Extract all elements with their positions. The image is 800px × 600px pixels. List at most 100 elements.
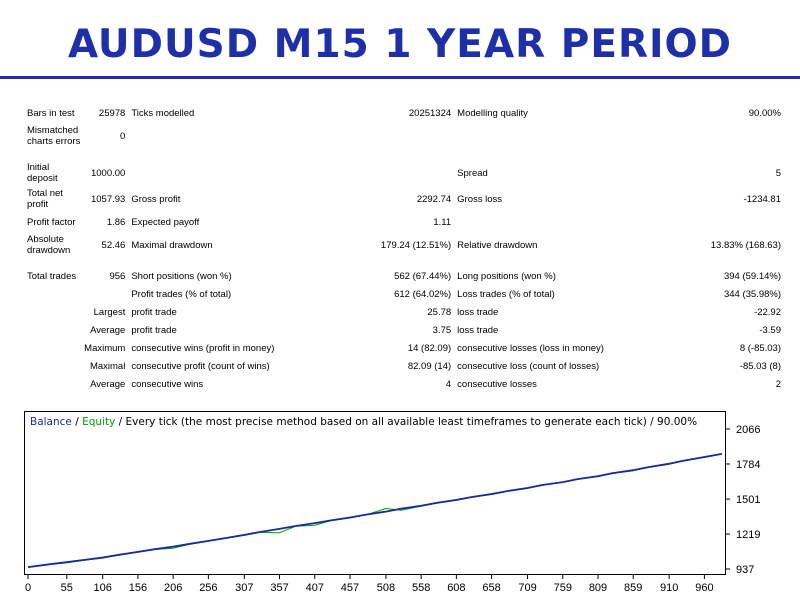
report-row: Mismatched charts errors 0 bbox=[24, 121, 784, 151]
largest-profit-value: 25.78 bbox=[427, 306, 452, 318]
series-line-balance bbox=[27, 453, 723, 568]
gross-profit-label: Gross profit bbox=[131, 193, 181, 205]
x-axis: 0 55 106 156 206 256 307 357 407 457 508 558 608 658 7… bbox=[25, 575, 714, 594]
max-cons-wins-value: 14 (82.09) bbox=[407, 342, 452, 354]
avg-cons-wins-value: 4 bbox=[445, 378, 452, 390]
average2-label: Average bbox=[90, 378, 126, 390]
report-table: Bars in test 25978 Ticks modelled 202513… bbox=[24, 105, 784, 393]
report-row: Average profit trade 3.75 loss trade -3.… bbox=[24, 321, 784, 339]
maximal-drawdown-label: Maximal drawdown bbox=[131, 239, 213, 251]
report-row: Initial deposit 1000.00 Spread 5 bbox=[24, 160, 784, 186]
y-tick-label: 2066 bbox=[736, 424, 760, 436]
bars-in-test-label: Bars in test bbox=[27, 107, 75, 119]
bars-in-test-value: 25978 bbox=[98, 107, 126, 119]
x-tick-label: 809 bbox=[589, 582, 607, 594]
absolute-drawdown-label: Absolute drawdown bbox=[27, 234, 71, 256]
modelling-quality-label: Modelling quality bbox=[457, 107, 528, 119]
ticks-modelled-label: Ticks modelled bbox=[131, 107, 195, 119]
y-axis: 2066 1784 1501 1219 937 bbox=[725, 424, 760, 576]
x-tick-label: 709 bbox=[518, 582, 536, 594]
loss-trades-value: 344 (35.98%) bbox=[723, 288, 781, 300]
profit-trades-label: Profit trades (% of total) bbox=[131, 288, 232, 300]
y-tick-label: 1501 bbox=[736, 494, 760, 506]
chart-legend: Balance / Equity / Every tick (the most … bbox=[30, 416, 697, 428]
largest-label: Largest bbox=[93, 306, 126, 318]
x-tick-label: 106 bbox=[94, 582, 112, 594]
x-tick-label: 759 bbox=[554, 582, 572, 594]
mismatched-label: Mismatched charts errors bbox=[27, 125, 81, 147]
balance-chart: Balance / Equity / Every tick (the most … bbox=[24, 411, 760, 594]
legend-separator: / bbox=[72, 416, 82, 428]
spread-value: 5 bbox=[775, 167, 781, 179]
series-layer bbox=[27, 453, 723, 568]
x-tick-label: 156 bbox=[129, 582, 147, 594]
maximal-cons-profit-value: 82.09 (14) bbox=[407, 360, 452, 372]
spread-label: Spread bbox=[457, 167, 488, 179]
x-tick-label: 558 bbox=[412, 582, 430, 594]
report-row: Profit factor 1.86 Expected payoff 1.11 bbox=[24, 212, 784, 232]
report-row: Absolute drawdown 52.46 Maximal drawdown … bbox=[24, 232, 784, 258]
x-tick-label: 960 bbox=[695, 582, 713, 594]
initial-deposit-label: Initial deposit bbox=[27, 162, 58, 184]
report-row: Maximal consecutive profit (count of win… bbox=[24, 357, 784, 375]
x-tick-label: 307 bbox=[235, 582, 253, 594]
maximal-cons-profit-label: consecutive profit (count of wins) bbox=[131, 360, 270, 372]
relative-drawdown-label: Relative drawdown bbox=[457, 239, 538, 251]
y-tick-label: 1219 bbox=[736, 529, 760, 541]
profit-trades-value: 612 (64.02%) bbox=[394, 288, 452, 300]
x-tick-label: 0 bbox=[25, 582, 31, 594]
average-profit-value: 3.75 bbox=[432, 324, 452, 336]
loss-trades-label: Loss trades (% of total) bbox=[457, 288, 555, 300]
report-row: Total net profit 1057.93 Gross profit 229… bbox=[24, 186, 784, 212]
max-cons-wins-label: consecutive wins (profit in money) bbox=[131, 342, 275, 354]
mismatched-value: 0 bbox=[120, 130, 126, 142]
legend-equity: Equity bbox=[82, 416, 115, 428]
x-tick-label: 206 bbox=[164, 582, 182, 594]
initial-deposit-value: 1000.00 bbox=[90, 167, 126, 179]
average-profit-label: profit trade bbox=[131, 324, 177, 336]
x-tick-label: 357 bbox=[270, 582, 288, 594]
largest-loss-value: -22.92 bbox=[754, 306, 781, 318]
short-positions-label: Short positions (won %) bbox=[131, 270, 232, 282]
average-label: Average bbox=[90, 324, 126, 336]
x-tick-label: 658 bbox=[482, 582, 500, 594]
maximal-cons-loss-label: consecutive loss (count of losses) bbox=[457, 360, 600, 372]
total-net-profit-label: Total net profit bbox=[27, 188, 63, 210]
x-tick-label: 457 bbox=[341, 582, 359, 594]
legend-balance: Balance bbox=[30, 416, 72, 428]
legend-description: / Every tick (the most precise method ba… bbox=[115, 416, 697, 428]
gross-profit-value: 2292.74 bbox=[416, 193, 452, 205]
gross-loss-label: Gross loss bbox=[457, 193, 503, 205]
expected-payoff-label: Expected payoff bbox=[131, 216, 200, 228]
x-tick-label: 859 bbox=[624, 582, 642, 594]
report-row: Profit trades (% of total) 612 (64.02%) … bbox=[24, 285, 784, 303]
short-positions-value: 562 (67.44%) bbox=[394, 270, 452, 282]
profit-factor-value: 1.86 bbox=[106, 216, 126, 228]
relative-drawdown-value: 13.83% (168.63) bbox=[710, 239, 781, 251]
profit-factor-label: Profit factor bbox=[27, 216, 76, 228]
avg-cons-losses-value: 2 bbox=[775, 378, 781, 390]
modelling-quality-value: 90.00% bbox=[748, 107, 781, 119]
maximal-cons-loss-value: -85.03 (8) bbox=[739, 360, 781, 372]
y-tick-label: 937 bbox=[736, 564, 754, 576]
ticks-modelled-value: 20251324 bbox=[408, 107, 452, 119]
x-tick-label: 608 bbox=[447, 582, 465, 594]
maximal-label: Maximal bbox=[89, 360, 126, 372]
report-row: Total trades 956 Short positions (won %)… bbox=[24, 267, 784, 285]
average-loss-value: -3.59 bbox=[759, 324, 781, 336]
avg-cons-losses-label: consecutive losses bbox=[457, 378, 537, 390]
avg-cons-wins-label: consecutive wins bbox=[131, 378, 204, 390]
total-trades-value: 956 bbox=[109, 270, 126, 282]
total-trades-label: Total trades bbox=[27, 270, 77, 282]
average-loss-label: loss trade bbox=[457, 324, 499, 336]
long-positions-label: Long positions (won %) bbox=[457, 270, 556, 282]
x-tick-label: 55 bbox=[61, 582, 73, 594]
max-cons-losses-value: 8 (-85.03) bbox=[739, 342, 781, 354]
largest-profit-label: profit trade bbox=[131, 306, 177, 318]
max-cons-losses-label: consecutive losses (loss in money) bbox=[457, 342, 604, 354]
y-tick-label: 1784 bbox=[736, 459, 760, 471]
x-tick-label: 407 bbox=[306, 582, 324, 594]
report-row: Maximum consecutive wins (profit in mone… bbox=[24, 339, 784, 357]
expected-payoff-value: 1.11 bbox=[433, 216, 452, 228]
report-row: Bars in test 25978 Ticks modelled 202513… bbox=[24, 105, 784, 121]
